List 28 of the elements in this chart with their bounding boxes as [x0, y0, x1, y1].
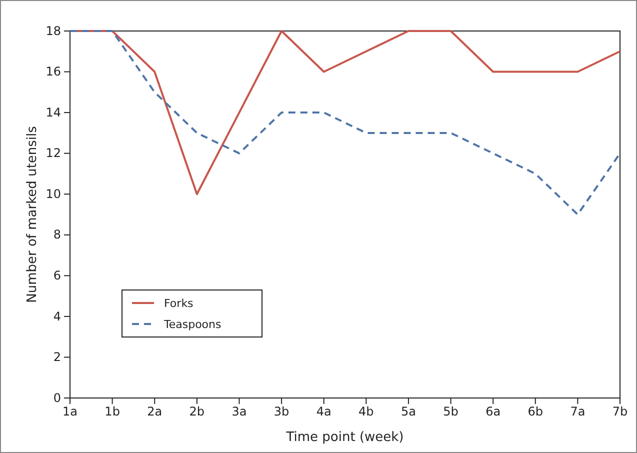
y-tick-label: 8 [53, 228, 61, 242]
y-tick-label: 0 [53, 390, 61, 405]
x-tick-label: 7b [612, 404, 628, 419]
y-tick-label: 18 [46, 24, 61, 38]
x-tick-label: 7a [570, 404, 586, 419]
x-tick-label: 5b [443, 404, 458, 419]
x-tick-label: 3a [232, 404, 247, 419]
x-tick-label: 4b [358, 404, 374, 419]
y-tick-label: 12 [46, 146, 61, 160]
x-tick-label: 6b [528, 404, 544, 419]
x-axis-title: Time point (week) [285, 430, 404, 445]
x-tick-label: 2b [189, 404, 205, 419]
y-axis-title: Number of marked utensils [25, 126, 40, 303]
y-tick-label: 14 [46, 105, 61, 120]
x-tick-label: 5a [400, 404, 416, 419]
y-tick-label: 4 [53, 309, 61, 324]
y-tick-label: 2 [53, 350, 61, 364]
y-tick-label: 16 [46, 64, 61, 79]
x-tick-label: 2a [147, 404, 162, 419]
x-tick-label: 1a [62, 404, 78, 419]
x-tick-label: 4a [316, 404, 332, 419]
y-tick-label: 6 [53, 268, 61, 283]
legend-label: Teaspoons [163, 318, 222, 331]
legend-label: Forks [164, 297, 194, 310]
y-tick-label: 10 [46, 186, 61, 201]
x-tick-label: 3b [274, 404, 290, 419]
x-tick-label: 1b [104, 404, 120, 419]
x-tick-label: 6a [486, 404, 501, 419]
